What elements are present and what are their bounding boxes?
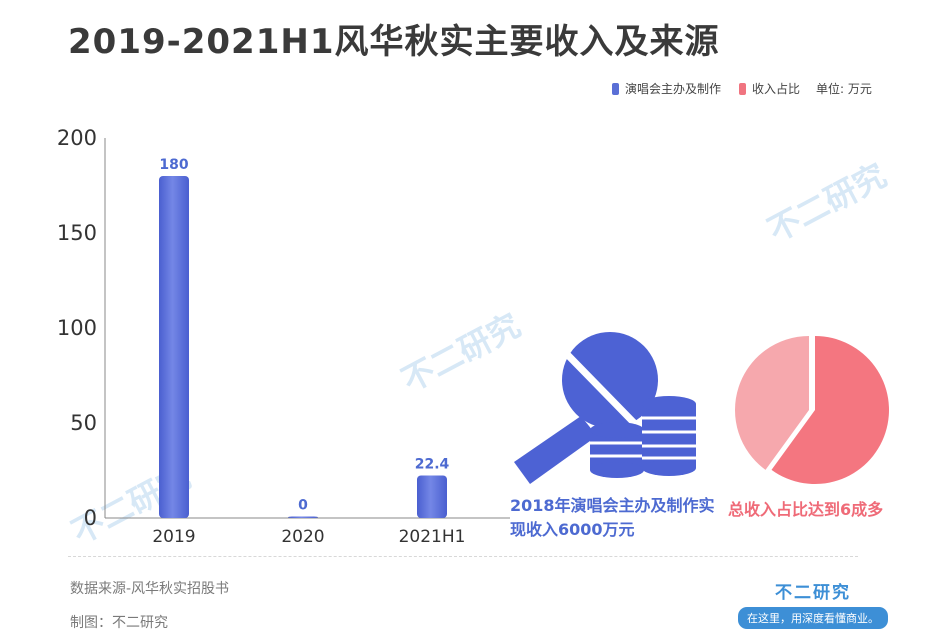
y-tick-label: 200 — [57, 126, 97, 150]
page-title: 2019-2021H1风华秋实主要收入及来源 — [68, 22, 720, 62]
legend-swatch-concert — [612, 82, 619, 95]
x-tick-label: 2019 — [152, 527, 195, 547]
pie-slice — [735, 336, 809, 470]
unit-label: 单位: 万元 — [816, 82, 872, 96]
brand-logo-icon: 不二研究 在这里，用深度看懂商业。 — [738, 578, 888, 629]
magnifier-icon — [514, 332, 658, 484]
coin-stack-icon — [590, 422, 644, 478]
data-label: 22.4 — [415, 456, 450, 472]
legend: 演唱会主办及制作 收入占比 单位: 万元 — [612, 80, 872, 97]
brand-name: 不二研究 — [775, 583, 851, 603]
bar — [417, 475, 447, 518]
brand-tagline: 在这里，用深度看懂商业。 — [738, 607, 888, 629]
legend-swatch-share — [739, 82, 747, 95]
x-tick-label: 2021H1 — [399, 527, 466, 547]
data-label: 180 — [159, 157, 188, 173]
legend-label-concert: 演唱会主办及制作 — [625, 82, 722, 96]
source-note: 数据来源-风华秋实招股书 — [70, 581, 230, 597]
y-tick-label: 150 — [57, 221, 97, 245]
y-tick-label: 50 — [70, 411, 97, 435]
y-tick-label: 0 — [84, 506, 97, 530]
divider — [68, 556, 858, 557]
bar — [288, 516, 318, 518]
bar-caption: 2018年演唱会主办及制作实现收入6000万元 — [510, 496, 715, 539]
y-tick-label: 100 — [57, 316, 97, 340]
pie-chart-icon — [735, 336, 890, 485]
coin-stack-icon — [642, 396, 696, 476]
data-label: 0 — [298, 498, 308, 514]
pie-slice — [771, 336, 890, 485]
x-tick-label: 2020 — [281, 527, 324, 547]
legend-label-share: 收入占比 — [752, 82, 801, 96]
pie-caption: 总收入占比达到6成多 — [728, 500, 884, 519]
bar — [159, 176, 189, 518]
maker-note: 制图：不二研究 — [70, 615, 168, 631]
